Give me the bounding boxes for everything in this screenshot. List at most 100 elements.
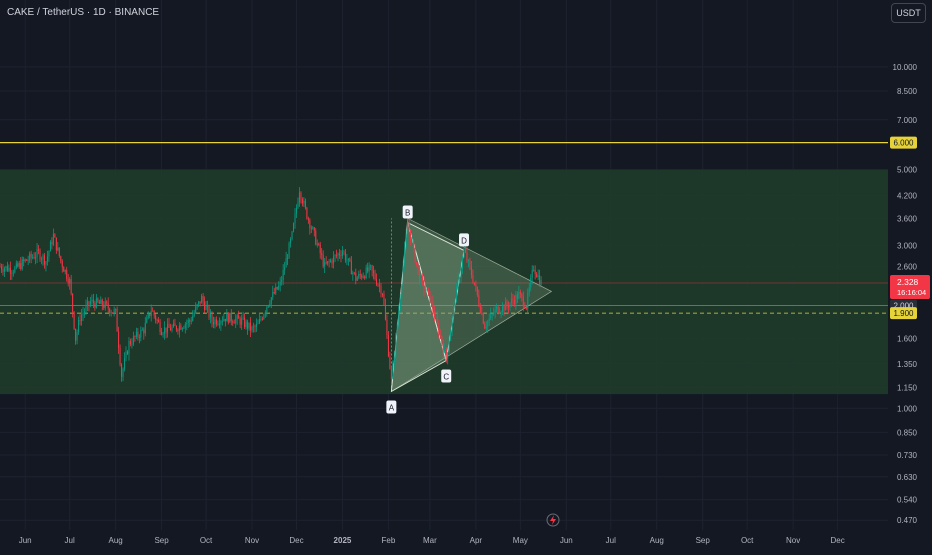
- candle-body: [414, 245, 416, 263]
- point-label-c: C: [443, 373, 449, 382]
- candle-body: [301, 199, 303, 204]
- candle-body: [0, 266, 3, 270]
- candle-body: [63, 267, 65, 272]
- candle-body: [183, 327, 185, 329]
- level-badge-1.900: 1.900: [890, 307, 917, 320]
- candle-body: [199, 301, 201, 304]
- candle-body: [287, 258, 289, 259]
- candle-body: [393, 357, 395, 364]
- candle-body: [128, 340, 130, 355]
- candle-body: [189, 320, 191, 322]
- candle-body: [5, 266, 7, 269]
- candle-body: [460, 268, 462, 279]
- currency-button[interactable]: USDT: [891, 3, 926, 23]
- level-badge-box: [890, 136, 917, 149]
- candle-body: [436, 315, 438, 324]
- candle-body: [331, 260, 333, 264]
- candle-body: [143, 329, 145, 334]
- candle-body: [507, 305, 510, 308]
- candle-body: [238, 315, 240, 319]
- candle-body: [254, 326, 256, 328]
- candle-body: [464, 248, 467, 253]
- candle-body: [94, 303, 96, 308]
- candle-body: [91, 299, 93, 302]
- point-label-d: D: [461, 236, 467, 245]
- x-tick-label: May: [513, 536, 528, 545]
- candle-body: [371, 265, 373, 271]
- candle-body: [364, 276, 366, 279]
- candle-body: [500, 311, 502, 313]
- candle-body: [104, 301, 106, 308]
- y-tick-label: 1.350: [897, 360, 918, 369]
- candle-body: [187, 320, 189, 323]
- candle-body: [322, 255, 324, 267]
- candle-body: [362, 276, 364, 278]
- candle-body: [306, 207, 308, 219]
- candle-body: [340, 255, 342, 256]
- y-tick-label: 10.000: [893, 63, 918, 72]
- candle-body: [135, 331, 137, 337]
- candle-body: [467, 260, 469, 262]
- candle-body: [336, 255, 338, 256]
- candle-body: [177, 329, 179, 332]
- symbol-title: CAKE / TetherUS · 1D · BINANCE: [7, 7, 160, 18]
- candle-body: [454, 302, 456, 306]
- candle-body: [525, 308, 527, 310]
- candle-body: [419, 269, 421, 284]
- x-tick-label: Sep: [696, 536, 711, 545]
- candle-body: [107, 303, 109, 309]
- candle-body: [536, 273, 538, 278]
- candle-body: [155, 315, 157, 320]
- candle-body: [48, 251, 50, 257]
- candle-body: [83, 311, 86, 314]
- candle-body: [426, 289, 428, 291]
- candle-body: [198, 301, 200, 305]
- candle-body: [516, 294, 518, 299]
- candle-body: [244, 317, 246, 327]
- candle-body: [459, 278, 461, 279]
- candle-body: [273, 291, 275, 294]
- y-tick-label: 0.470: [897, 516, 918, 525]
- candle-body: [457, 278, 459, 286]
- candle-body: [260, 318, 262, 320]
- candle-body: [417, 264, 419, 270]
- candle-body: [430, 300, 432, 303]
- x-tick-label: Oct: [741, 536, 754, 545]
- candle-body: [472, 275, 474, 283]
- point-label-b: B: [405, 209, 410, 218]
- candle-body: [159, 322, 161, 332]
- current-price-box: [890, 274, 930, 299]
- candle-body: [195, 306, 197, 313]
- candle-body: [81, 314, 83, 322]
- candle-body: [223, 318, 225, 322]
- lightning-icon: [546, 513, 560, 527]
- candle-body: [451, 316, 453, 331]
- y-tick-label: 0.630: [897, 473, 918, 482]
- candle-body: [250, 322, 252, 331]
- candle-body: [218, 323, 220, 325]
- candle-body: [330, 260, 332, 262]
- candle-body: [15, 263, 17, 268]
- candle-body: [281, 280, 283, 282]
- current-price-countdown: 16:16:04: [897, 288, 926, 297]
- candle-body: [338, 253, 341, 256]
- candle-body: [174, 323, 176, 327]
- candle-body: [310, 228, 312, 229]
- candle-body: [12, 272, 14, 274]
- candle-body: [381, 293, 383, 295]
- candle-body: [353, 272, 355, 274]
- candle-body: [479, 305, 481, 313]
- candle-body: [509, 302, 511, 308]
- candle-body: [235, 318, 237, 324]
- candle-body: [224, 318, 226, 322]
- candle-body: [60, 256, 62, 262]
- candle-body: [392, 363, 394, 379]
- candle-body: [97, 298, 99, 302]
- candle-body: [285, 258, 287, 268]
- candle-body: [333, 256, 335, 264]
- candle-body: [355, 272, 357, 281]
- candle-body: [267, 305, 269, 307]
- candle-body: [32, 257, 34, 258]
